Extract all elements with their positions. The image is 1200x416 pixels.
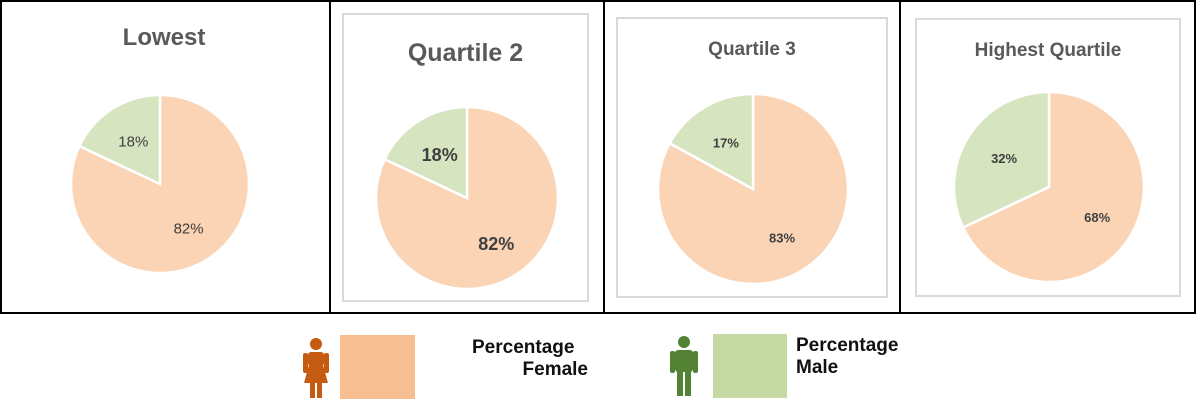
chart-title: Lowest — [122, 24, 206, 51]
slice-label-female: 82% — [478, 234, 514, 254]
legend-label-male: Percentage Male — [796, 335, 916, 379]
pie-slice-male — [77, 93, 162, 186]
pie-panel-highest-quartile: Highest Quartile 32% 68% — [915, 18, 1181, 297]
pie-slice-female — [961, 90, 1146, 284]
slice-label-male: 17% — [713, 136, 739, 151]
slice-label-female: 83% — [769, 231, 795, 246]
legend-label-line: Male — [796, 357, 839, 378]
slice-label-female: 82% — [174, 221, 204, 238]
chart-title: Quartile 2 — [407, 39, 524, 67]
legend-label-female: Percentage Female — [472, 337, 588, 381]
panel-divider — [329, 0, 331, 314]
panel-divider — [603, 0, 605, 314]
slice-label-male: 18% — [118, 133, 148, 150]
pie-slice-male — [382, 105, 469, 200]
slice-label-male: 18% — [422, 145, 458, 165]
chart-title: Highest Quartile — [974, 40, 1122, 61]
pie-panel-lowest: Lowest 18% 82% — [4, 4, 324, 310]
pie-panel-quartile-3: Quartile 3 17% 83% — [616, 17, 888, 298]
male-person-icon — [670, 336, 698, 396]
panel-divider — [899, 0, 901, 314]
pie-chart: 18% 82% — [374, 105, 560, 291]
pie-panel-quartile-2: Quartile 2 18% 82% — [342, 13, 589, 302]
legend-label-line: Percentage — [796, 335, 899, 356]
legend-label-line: Female — [522, 359, 588, 380]
legend-label-line: Percentage — [472, 337, 575, 358]
pie-slice-male — [952, 90, 1051, 230]
chart-title: Quartile 3 — [708, 39, 796, 60]
pie-slice-male — [668, 92, 755, 192]
legend-swatch-male — [713, 334, 787, 398]
slice-label-female: 68% — [1084, 210, 1110, 225]
slice-label-male: 32% — [991, 151, 1017, 166]
pie-chart: 32% 68% — [952, 90, 1146, 284]
female-person-icon — [303, 338, 329, 398]
pie-chart: 17% 83% — [656, 92, 850, 286]
pie-chart: 18% 82% — [69, 93, 251, 275]
legend-swatch-female — [340, 335, 415, 399]
